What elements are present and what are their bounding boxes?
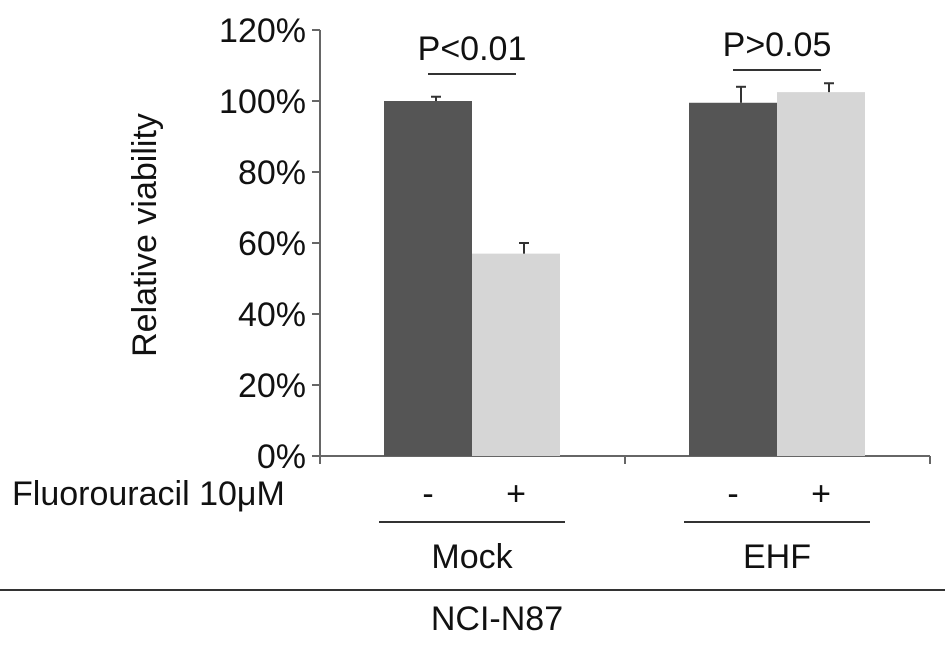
labels: 0% 20% 40% 60% 80% 100% 120% - + P<0.01 Mock - + P>0.… xyxy=(0,12,945,591)
y-tick-label: 40% xyxy=(238,296,306,334)
bar xyxy=(472,253,560,456)
condition-label: - xyxy=(422,475,433,513)
y-tick-label: 20% xyxy=(238,367,306,405)
treatment-label: Fluorouracil 10μM xyxy=(12,475,285,513)
y-tick-label: 60% xyxy=(238,225,306,263)
bars xyxy=(384,82,865,457)
group-label: EHF xyxy=(743,538,811,576)
y-axis-label: Relative viability xyxy=(126,113,164,357)
y-tick-label: 0% xyxy=(257,438,306,476)
y-tick-label: 100% xyxy=(219,83,306,121)
y-tick-label: 80% xyxy=(238,154,306,192)
condition-label: + xyxy=(811,475,831,513)
cell-line-label: NCI-N87 xyxy=(431,600,563,638)
bar xyxy=(689,102,777,457)
condition-label: - xyxy=(727,475,738,513)
y-tick-label: 120% xyxy=(219,12,306,50)
group-label: Mock xyxy=(431,538,513,576)
condition-label: + xyxy=(506,475,526,513)
bar xyxy=(777,92,865,456)
significance-label: P>0.05 xyxy=(723,26,832,64)
significance-label: P<0.01 xyxy=(418,30,527,68)
bar xyxy=(384,101,472,456)
